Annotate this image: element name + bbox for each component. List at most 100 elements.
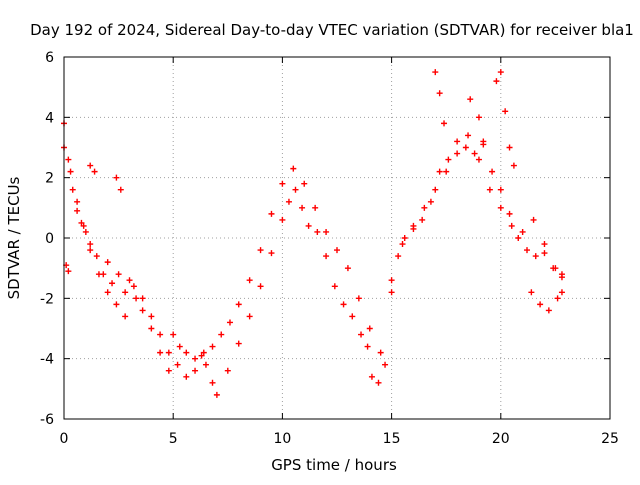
grid-lines bbox=[64, 57, 610, 419]
data-point bbox=[486, 186, 493, 193]
data-point bbox=[104, 259, 111, 266]
data-point bbox=[432, 69, 439, 76]
data-point bbox=[497, 204, 504, 211]
data-point bbox=[395, 253, 402, 260]
data-point bbox=[421, 204, 428, 211]
data-point bbox=[292, 186, 299, 193]
data-point bbox=[113, 174, 120, 181]
data-point bbox=[323, 253, 330, 260]
y-axis-label: SDTVAR / TECUs bbox=[5, 176, 23, 299]
data-point bbox=[537, 301, 544, 308]
data-point bbox=[364, 343, 371, 350]
data-point bbox=[115, 271, 122, 278]
data-point bbox=[78, 219, 85, 226]
data-point bbox=[174, 361, 181, 368]
data-point bbox=[268, 210, 275, 217]
data-point bbox=[427, 198, 434, 205]
data-point bbox=[69, 186, 76, 193]
data-point bbox=[532, 253, 539, 260]
data-point bbox=[443, 168, 450, 175]
data-point bbox=[528, 289, 535, 296]
data-point bbox=[148, 325, 155, 332]
data-point bbox=[334, 247, 340, 254]
data-point bbox=[200, 349, 207, 356]
data-point bbox=[515, 235, 522, 241]
data-point bbox=[530, 216, 537, 223]
data-point bbox=[209, 343, 216, 350]
x-tick-label: 25 bbox=[601, 431, 619, 447]
data-point bbox=[419, 216, 426, 223]
data-point bbox=[139, 307, 146, 314]
y-tick-label: -6 bbox=[40, 412, 54, 428]
data-point bbox=[183, 373, 190, 380]
data-point bbox=[209, 379, 216, 386]
data-point bbox=[441, 120, 448, 127]
y-tick-label: -4 bbox=[40, 352, 54, 368]
data-point bbox=[388, 289, 395, 296]
data-point bbox=[198, 352, 205, 359]
y-tick-label: 0 bbox=[45, 231, 54, 247]
data-point bbox=[104, 289, 111, 296]
data-point bbox=[218, 331, 225, 338]
data-point bbox=[454, 138, 461, 145]
data-point bbox=[432, 186, 439, 193]
data-point bbox=[489, 168, 496, 175]
data-point bbox=[480, 138, 487, 145]
data-point bbox=[157, 349, 164, 356]
data-point bbox=[497, 69, 504, 76]
data-point bbox=[436, 168, 443, 175]
data-point bbox=[502, 108, 509, 115]
data-point bbox=[133, 295, 140, 302]
data-point bbox=[558, 289, 565, 296]
data-point bbox=[552, 265, 559, 272]
data-point bbox=[375, 379, 382, 386]
data-point bbox=[467, 96, 474, 103]
chart-title: Day 192 of 2024, Sidereal Day-to-day VTE… bbox=[30, 21, 634, 39]
data-point bbox=[246, 277, 253, 284]
data-point bbox=[95, 271, 102, 278]
data-point bbox=[541, 250, 548, 257]
data-point bbox=[117, 186, 124, 193]
data-point bbox=[366, 325, 373, 332]
data-point bbox=[157, 331, 164, 338]
data-point bbox=[436, 90, 443, 97]
data-point bbox=[382, 361, 389, 368]
data-point bbox=[358, 331, 365, 338]
data-point bbox=[65, 268, 72, 275]
data-point bbox=[349, 313, 356, 320]
data-point bbox=[445, 156, 452, 163]
y-tick-label: 4 bbox=[45, 110, 54, 126]
data-point bbox=[74, 207, 81, 214]
data-point bbox=[257, 283, 264, 290]
data-point bbox=[139, 295, 146, 302]
data-point bbox=[170, 331, 177, 338]
data-point bbox=[401, 235, 408, 241]
data-point bbox=[87, 247, 94, 254]
data-point bbox=[235, 340, 242, 347]
data-point bbox=[475, 114, 482, 121]
data-point bbox=[257, 247, 264, 254]
x-tick-label: 0 bbox=[60, 431, 69, 447]
data-point bbox=[541, 241, 548, 248]
data-point bbox=[471, 150, 478, 157]
data-point bbox=[301, 180, 308, 187]
data-point bbox=[67, 168, 74, 175]
data-point bbox=[148, 313, 155, 320]
data-point bbox=[130, 283, 137, 290]
data-point bbox=[399, 241, 406, 248]
x-tick-label: 5 bbox=[169, 431, 178, 447]
data-point bbox=[279, 180, 286, 187]
data-point bbox=[508, 222, 515, 229]
data-point bbox=[202, 361, 209, 368]
data-point bbox=[331, 283, 338, 290]
axis-ticks: 0 5 10 15 20 25 -6 -4 -2 0 2 4 6 bbox=[40, 50, 619, 447]
data-point bbox=[305, 222, 312, 229]
data-point bbox=[165, 349, 172, 356]
data-point bbox=[475, 156, 482, 163]
data-point bbox=[462, 144, 469, 151]
data-point bbox=[192, 367, 199, 374]
data-point bbox=[93, 253, 100, 260]
data-point bbox=[493, 78, 500, 85]
